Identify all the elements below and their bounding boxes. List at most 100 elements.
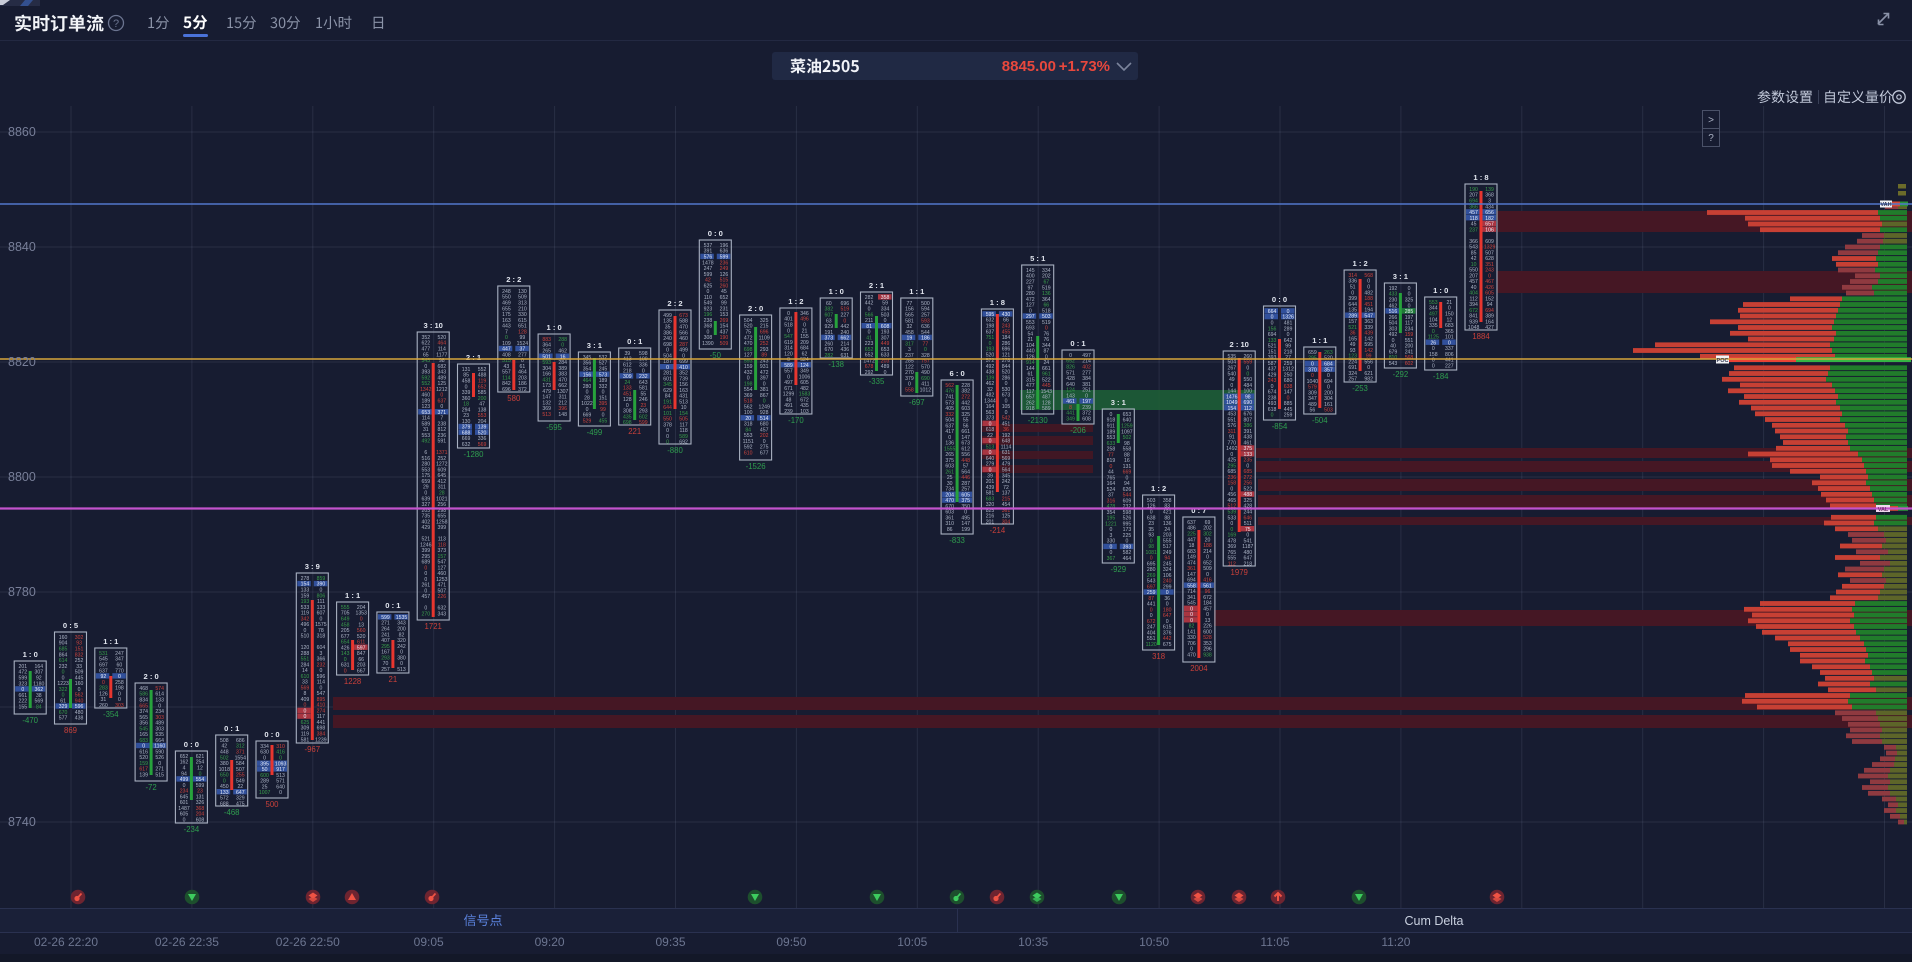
svg-text:69: 69 bbox=[1205, 520, 1211, 526]
svg-text:656: 656 bbox=[1485, 210, 1494, 216]
svg-text:324: 324 bbox=[1163, 567, 1172, 573]
svg-text:372: 372 bbox=[1082, 411, 1091, 417]
svg-text:232: 232 bbox=[639, 374, 648, 380]
svg-text:61: 61 bbox=[1027, 372, 1033, 378]
svg-text:1272: 1272 bbox=[436, 462, 448, 468]
svg-text:281: 281 bbox=[663, 371, 672, 377]
svg-text:509: 509 bbox=[1203, 566, 1212, 572]
svg-text:218: 218 bbox=[623, 368, 632, 374]
svg-text:245: 245 bbox=[599, 367, 608, 373]
svg-text:324: 324 bbox=[1348, 371, 1357, 377]
svg-text:553: 553 bbox=[478, 413, 487, 419]
svg-text:0: 0 bbox=[1109, 464, 1112, 470]
svg-text:0: 0 bbox=[1206, 572, 1209, 578]
svg-text:569: 569 bbox=[478, 442, 487, 448]
svg-text:0: 0 bbox=[521, 358, 524, 364]
svg-text:76: 76 bbox=[1043, 337, 1049, 343]
svg-text:325: 325 bbox=[1405, 298, 1414, 304]
svg-text:697: 697 bbox=[99, 663, 108, 669]
svg-text:-499: -499 bbox=[587, 428, 603, 437]
svg-text:644: 644 bbox=[663, 405, 672, 411]
svg-text:689: 689 bbox=[422, 560, 431, 566]
svg-text:391: 391 bbox=[704, 249, 713, 255]
svg-text:184: 184 bbox=[1002, 335, 1011, 341]
svg-text:482: 482 bbox=[1364, 290, 1373, 296]
svg-text:443: 443 bbox=[502, 324, 511, 330]
svg-text:106: 106 bbox=[1485, 227, 1494, 233]
svg-text:164: 164 bbox=[35, 664, 44, 670]
svg-text:593: 593 bbox=[921, 318, 930, 324]
svg-text:597: 597 bbox=[357, 645, 366, 651]
svg-text:35: 35 bbox=[1148, 527, 1154, 533]
svg-text:0: 0 bbox=[1230, 521, 1233, 527]
svg-text:545: 545 bbox=[139, 726, 148, 732]
svg-text:547: 547 bbox=[438, 560, 447, 566]
svg-text:394: 394 bbox=[1469, 302, 1478, 308]
svg-text:644: 644 bbox=[1348, 302, 1357, 308]
svg-text:600: 600 bbox=[260, 773, 269, 779]
svg-text:616: 616 bbox=[139, 749, 148, 755]
svg-text:832: 832 bbox=[75, 652, 84, 658]
svg-text:256: 256 bbox=[438, 502, 447, 508]
svg-text:0: 0 bbox=[763, 439, 766, 445]
svg-text:4: 4 bbox=[183, 766, 186, 772]
svg-text:1 : 1: 1 : 1 bbox=[1312, 336, 1328, 345]
svg-text:147: 147 bbox=[542, 395, 551, 401]
svg-text:24: 24 bbox=[1164, 527, 1170, 533]
svg-text:28: 28 bbox=[584, 395, 590, 401]
svg-text:680: 680 bbox=[760, 422, 769, 428]
svg-text:372: 372 bbox=[518, 387, 527, 393]
svg-text:327: 327 bbox=[422, 502, 431, 508]
svg-text:661: 661 bbox=[19, 693, 28, 699]
svg-text:0: 0 bbox=[1448, 340, 1451, 346]
svg-text:204: 204 bbox=[478, 419, 487, 425]
svg-text:60: 60 bbox=[117, 663, 123, 669]
svg-text:3 : 1: 3 : 1 bbox=[587, 341, 603, 350]
svg-text:705: 705 bbox=[341, 611, 350, 617]
svg-text:197: 197 bbox=[1082, 399, 1091, 405]
svg-text:499: 499 bbox=[679, 348, 688, 354]
svg-text:429: 429 bbox=[1268, 372, 1277, 378]
svg-text:445: 445 bbox=[75, 675, 84, 681]
svg-text:401: 401 bbox=[784, 317, 793, 323]
svg-text:280: 280 bbox=[422, 462, 431, 468]
svg-text:8840: 8840 bbox=[8, 240, 36, 254]
svg-text:520: 520 bbox=[744, 324, 753, 330]
svg-text:09:05: 09:05 bbox=[414, 935, 444, 949]
svg-text:130: 130 bbox=[462, 419, 471, 425]
svg-text:1 : 1: 1 : 1 bbox=[345, 591, 361, 600]
svg-text:296: 296 bbox=[1203, 647, 1212, 653]
svg-text:8: 8 bbox=[1069, 405, 1072, 411]
svg-text:683: 683 bbox=[1187, 549, 1196, 555]
svg-text:345: 345 bbox=[663, 382, 672, 388]
svg-text:272: 272 bbox=[961, 395, 970, 401]
svg-text:343: 343 bbox=[397, 621, 406, 627]
svg-text:302: 302 bbox=[1203, 532, 1212, 538]
svg-text:+1.73%: +1.73% bbox=[1059, 58, 1110, 75]
svg-text:696: 696 bbox=[841, 301, 850, 307]
svg-text:421: 421 bbox=[1163, 510, 1172, 516]
svg-text:652: 652 bbox=[1203, 560, 1212, 566]
svg-text:286: 286 bbox=[1002, 341, 1011, 347]
svg-text:1007: 1007 bbox=[259, 790, 271, 796]
svg-text:269: 269 bbox=[720, 318, 729, 324]
svg-text:260: 260 bbox=[720, 283, 729, 289]
svg-text:67: 67 bbox=[1043, 280, 1049, 286]
svg-text:694: 694 bbox=[1485, 308, 1494, 314]
svg-text:328: 328 bbox=[921, 353, 930, 359]
svg-text:445: 445 bbox=[1042, 383, 1051, 389]
svg-text:688: 688 bbox=[462, 430, 471, 436]
svg-text:8: 8 bbox=[303, 691, 306, 697]
svg-text:551: 551 bbox=[1405, 338, 1414, 344]
svg-text:847: 847 bbox=[357, 651, 366, 657]
svg-text:389: 389 bbox=[558, 366, 567, 372]
svg-text:457: 457 bbox=[1203, 606, 1212, 612]
svg-text:480: 480 bbox=[1244, 550, 1253, 556]
svg-text:390: 390 bbox=[317, 582, 326, 588]
svg-text:154: 154 bbox=[679, 411, 688, 417]
svg-text:99: 99 bbox=[721, 301, 727, 307]
svg-text:1223: 1223 bbox=[57, 681, 69, 687]
svg-text:295: 295 bbox=[1228, 463, 1237, 469]
svg-text:187: 187 bbox=[663, 359, 672, 365]
svg-text:194: 194 bbox=[1364, 308, 1373, 314]
